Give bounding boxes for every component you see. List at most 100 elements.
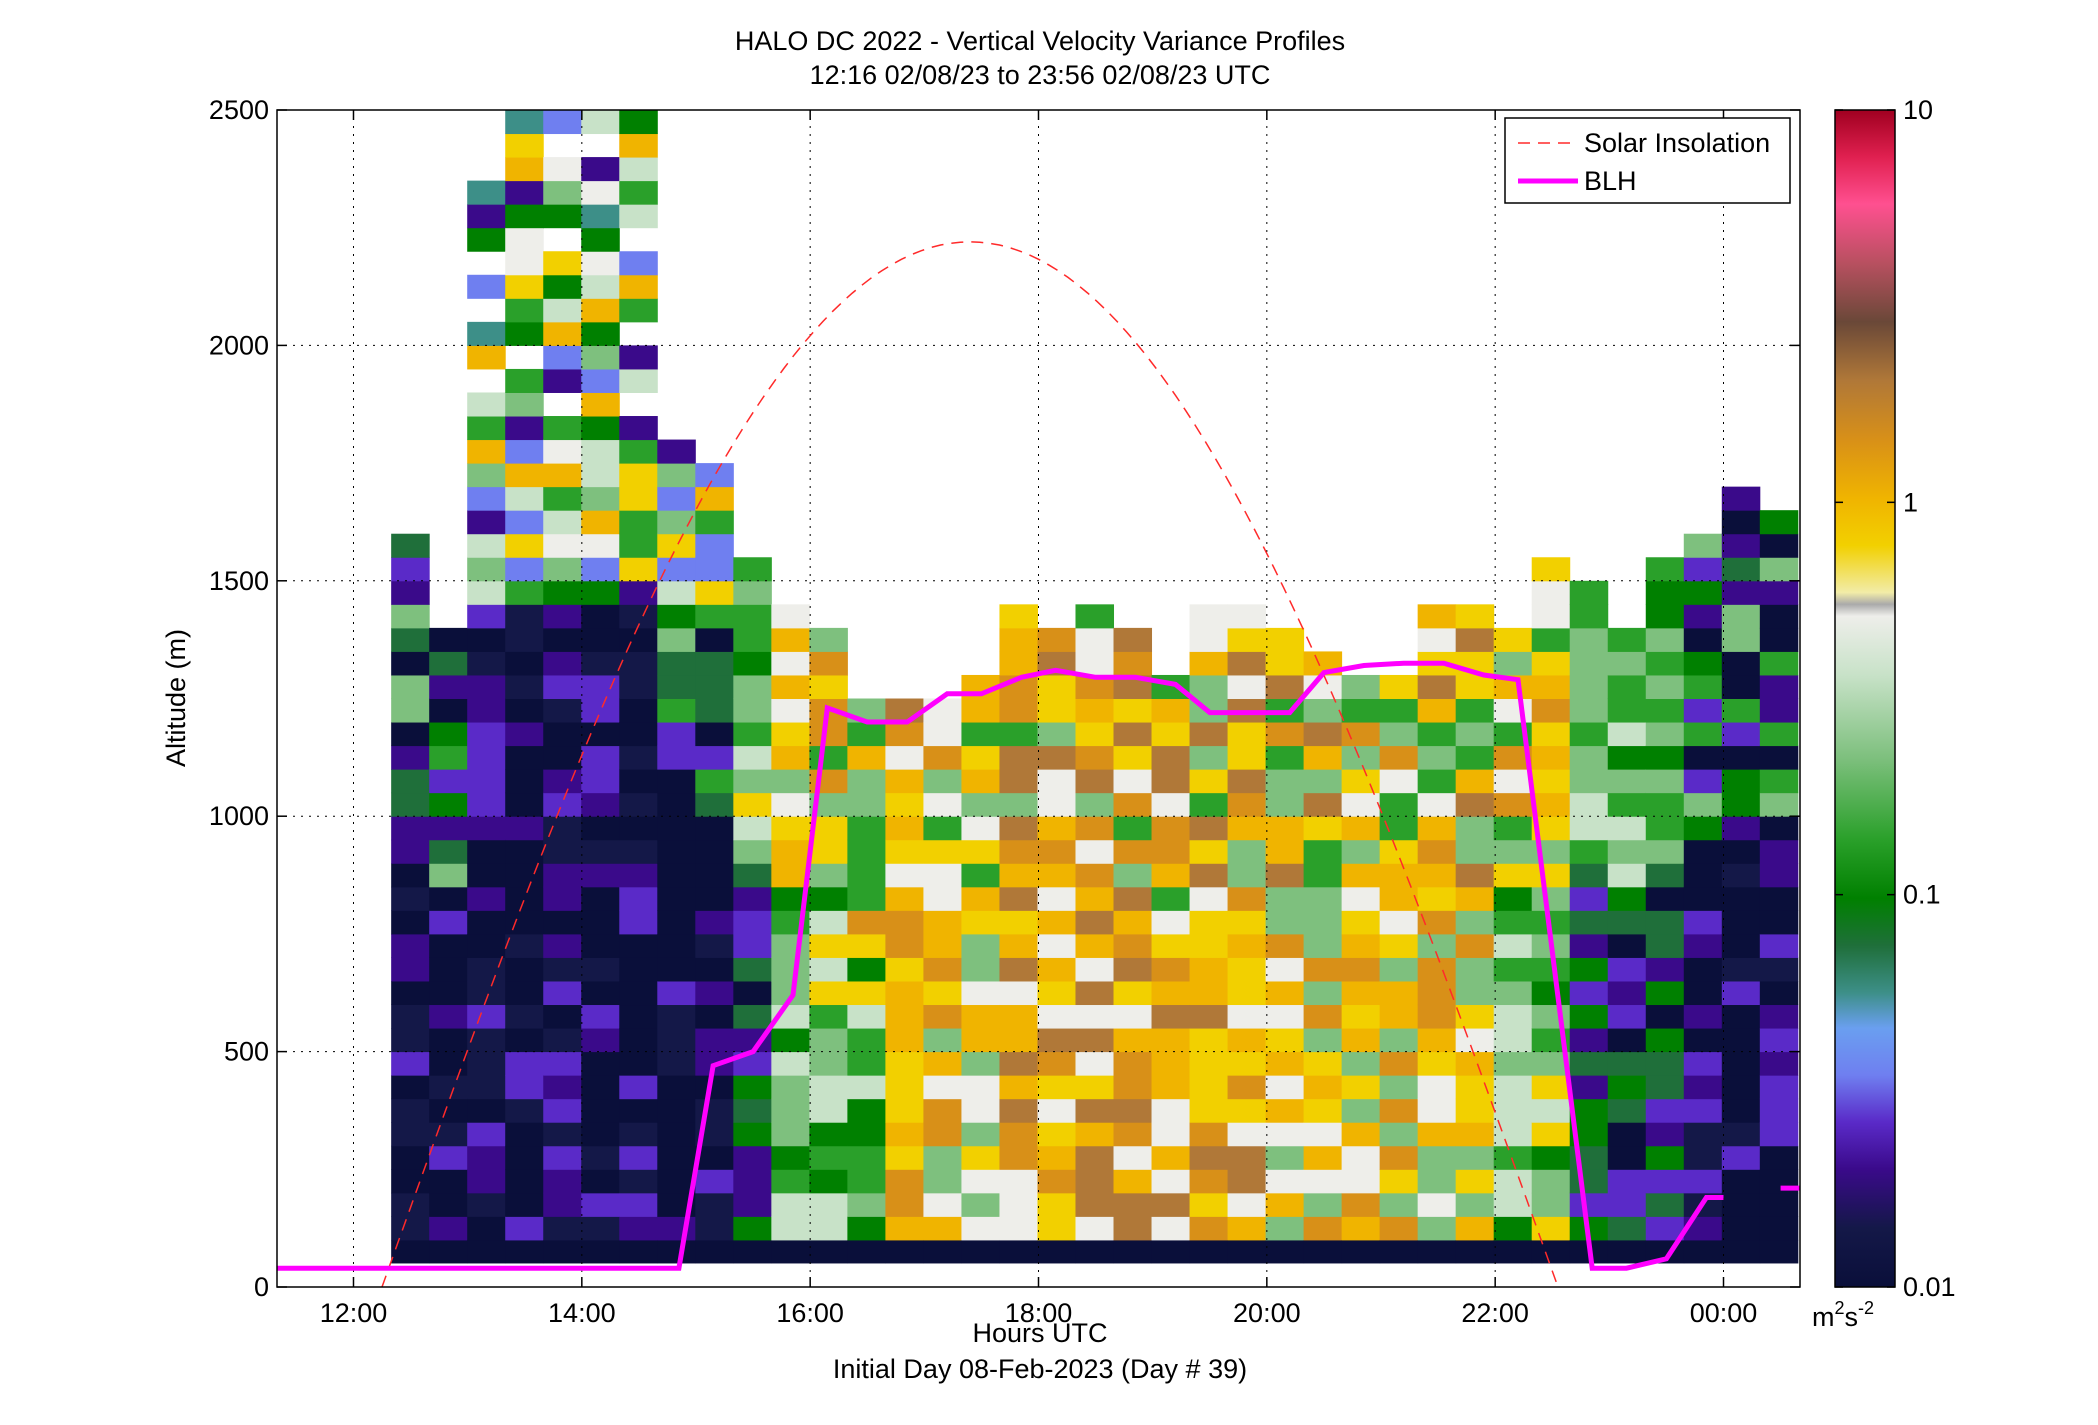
heatmap-cell bbox=[1075, 957, 1115, 982]
heatmap-cell bbox=[1265, 839, 1305, 864]
heatmap-cell bbox=[1759, 533, 1799, 558]
heatmap-cell bbox=[467, 180, 506, 205]
legend-box bbox=[1504, 117, 1791, 204]
heatmap-cell bbox=[923, 863, 962, 888]
heatmap-cell bbox=[1645, 674, 1685, 699]
heatmap-cell bbox=[961, 745, 1000, 770]
heatmap-cell bbox=[581, 627, 620, 652]
heatmap-cell bbox=[1037, 1028, 1076, 1053]
heatmap-cell bbox=[1151, 1145, 1191, 1170]
heatmap-cell bbox=[657, 769, 696, 794]
heatmap-cell bbox=[1303, 1192, 1343, 1217]
heatmap-cell bbox=[1037, 957, 1076, 982]
heatmap-cell bbox=[1493, 957, 1533, 982]
heatmap-cell bbox=[1303, 980, 1343, 1006]
heatmap-cell bbox=[505, 722, 544, 747]
heatmap-cell bbox=[619, 486, 658, 511]
heatmap-cell bbox=[1645, 745, 1685, 770]
heatmap-cell bbox=[1075, 1051, 1115, 1076]
heatmap-cell bbox=[1265, 1169, 1305, 1194]
heatmap-cell bbox=[1189, 1145, 1229, 1170]
heatmap-cell bbox=[391, 1122, 430, 1147]
heatmap-cell bbox=[923, 1169, 962, 1194]
heatmap-cell bbox=[771, 627, 810, 652]
heatmap-cell bbox=[1075, 698, 1115, 723]
heatmap-cell bbox=[1417, 792, 1457, 817]
heatmap-cell bbox=[1493, 627, 1533, 652]
heatmap-cell bbox=[543, 321, 582, 346]
heatmap-cell bbox=[505, 792, 544, 817]
heatmap-cell bbox=[733, 839, 772, 864]
heatmap-cell bbox=[1113, 1239, 1153, 1264]
heatmap-cell bbox=[1531, 745, 1571, 770]
heatmap-cell bbox=[1683, 745, 1723, 770]
heatmap-cell bbox=[1341, 674, 1381, 699]
heatmap-cell bbox=[1493, 1004, 1533, 1029]
heatmap-cell bbox=[581, 321, 620, 346]
heatmap-cell bbox=[1683, 580, 1723, 605]
heatmap-cell bbox=[923, 816, 962, 841]
heatmap-cell bbox=[619, 345, 658, 370]
heatmap-cell bbox=[923, 1028, 962, 1053]
heatmap-cell bbox=[1113, 1098, 1153, 1123]
heatmap-cell bbox=[1531, 674, 1571, 699]
heatmap-cell bbox=[1645, 839, 1685, 864]
heatmap-cell bbox=[619, 557, 658, 582]
heatmap-cell bbox=[1075, 1098, 1115, 1123]
heatmap-cell bbox=[1417, 1075, 1457, 1100]
heatmap-cell bbox=[885, 980, 924, 1006]
heatmap-cell bbox=[581, 886, 620, 911]
heatmap-cell bbox=[733, 604, 772, 629]
heatmap-cell bbox=[1227, 722, 1267, 747]
heatmap-cell bbox=[1417, 957, 1457, 982]
heatmap-cell bbox=[505, 1004, 544, 1029]
x-tick-label: 20:00 bbox=[1233, 1298, 1301, 1328]
heatmap-cell bbox=[1075, 816, 1115, 841]
heatmap-cell bbox=[467, 274, 506, 299]
heatmap-cell bbox=[581, 745, 620, 770]
heatmap-cell bbox=[1341, 886, 1381, 911]
heatmap-cell bbox=[467, 745, 506, 770]
heatmap-cell bbox=[695, 1098, 734, 1123]
heatmap-cell bbox=[1569, 674, 1609, 699]
heatmap-cell bbox=[885, 933, 924, 958]
heatmap-cell bbox=[885, 792, 924, 817]
heatmap-cell bbox=[809, 933, 848, 958]
heatmap-cell bbox=[429, 1145, 468, 1170]
heatmap-cell bbox=[1645, 816, 1685, 841]
heatmap-cell bbox=[1493, 792, 1533, 817]
heatmap-cell bbox=[1379, 957, 1419, 982]
heatmap-cell bbox=[1151, 816, 1191, 841]
heatmap-cell bbox=[1341, 769, 1381, 794]
heatmap-cell bbox=[1531, 1075, 1571, 1100]
heatmap-cell bbox=[619, 1145, 658, 1170]
heatmap-cell bbox=[581, 227, 620, 252]
heatmap-cell bbox=[391, 604, 430, 629]
heatmap-cell bbox=[505, 463, 544, 488]
heatmap-cell bbox=[961, 886, 1000, 911]
heatmap-cell bbox=[999, 604, 1038, 629]
heatmap-cell bbox=[467, 651, 506, 676]
heatmap-cell bbox=[1721, 557, 1761, 582]
heatmap-cell bbox=[1227, 816, 1267, 841]
heatmap-cell bbox=[1379, 1122, 1419, 1147]
heatmap-cell bbox=[657, 674, 696, 699]
heatmap-cell bbox=[1607, 1051, 1647, 1076]
heatmap-cell bbox=[999, 1216, 1038, 1241]
heatmap-cell bbox=[847, 1216, 886, 1241]
heatmap-cell bbox=[771, 1098, 810, 1123]
heatmap-cell bbox=[1721, 1075, 1761, 1100]
heatmap-cell bbox=[1531, 1239, 1571, 1264]
heatmap-cell bbox=[1531, 1192, 1571, 1217]
heatmap-cell bbox=[1721, 1145, 1761, 1170]
heatmap-cell bbox=[923, 933, 962, 958]
heatmap-cell bbox=[619, 1028, 658, 1053]
heatmap-cell bbox=[961, 792, 1000, 817]
heatmap-cell bbox=[1721, 533, 1761, 558]
heatmap-cell bbox=[505, 533, 544, 558]
heatmap-cell bbox=[1379, 980, 1419, 1006]
heatmap-cell bbox=[1227, 1122, 1267, 1147]
heatmap-cell bbox=[581, 298, 620, 323]
heatmap-cell bbox=[619, 769, 658, 794]
heatmap-cell bbox=[543, 580, 582, 605]
